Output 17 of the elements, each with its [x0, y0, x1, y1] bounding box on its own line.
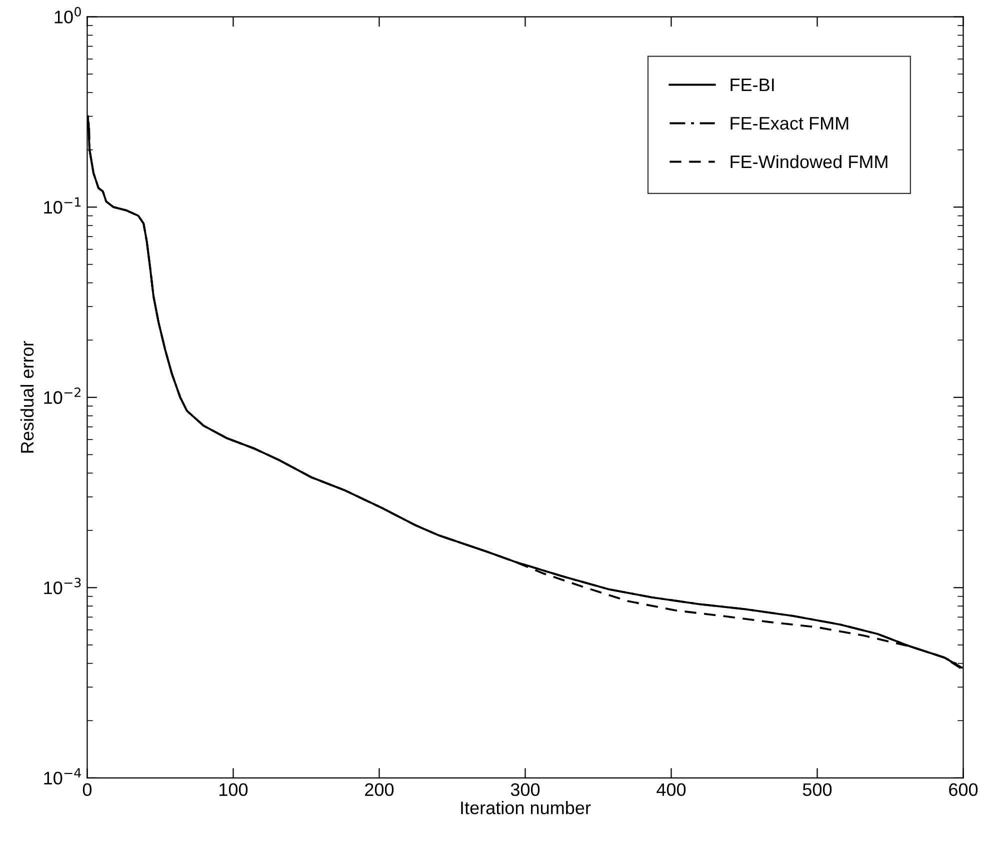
y-axis-title: Residual error [20, 340, 34, 453]
x-tick-label: 0 [82, 783, 92, 796]
x-axis-title: Iteration number [461, 801, 591, 814]
x-tick-label: 200 [365, 783, 394, 796]
y-tick-label: 10$^{−1}$ [44, 197, 81, 214]
y-tick-label: 10$^{0}$ [54, 6, 81, 24]
y-tick-label: 10$^{−2}$ [44, 387, 80, 404]
y-tick-label: 10$^{−4}$ [44, 768, 81, 785]
legend-label: FE-Windowed FMM [730, 154, 888, 168]
legend-label: FE-BI [730, 78, 774, 92]
x-tick-label: 400 [656, 783, 686, 796]
x-tick-label: 100 [220, 783, 248, 796]
y-tick-label: 10$^{−3}$ [44, 578, 81, 594]
x-tick-label: 500 [802, 783, 832, 796]
x-tick-label: 300 [510, 783, 540, 796]
legend-label: FE-Exact FMM [730, 117, 848, 130]
x-tick-label: 600 [949, 783, 978, 796]
